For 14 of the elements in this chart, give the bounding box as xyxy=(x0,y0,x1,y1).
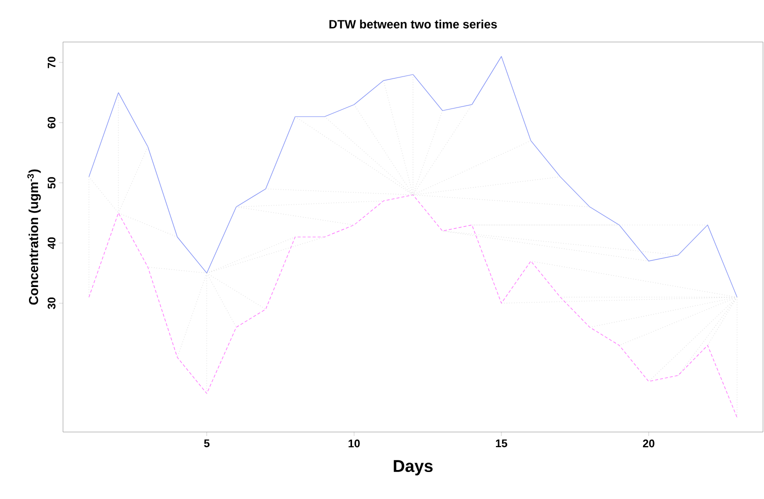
y-axis-title: Concentration (ugm$^{-3}$) xyxy=(27,169,41,305)
line-series xyxy=(88,194,738,418)
y-tick-label: 70 xyxy=(48,56,56,68)
y-tick-label: 60 xyxy=(48,116,56,128)
y-tick-label: 30 xyxy=(48,298,56,310)
x-tick-label: 15 xyxy=(496,440,508,448)
x-tick-label: 20 xyxy=(642,440,654,448)
x-tick-label: 10 xyxy=(348,440,360,448)
x-tick-label: 5 xyxy=(204,440,210,448)
y-tick-label: 50 xyxy=(48,177,56,189)
chart-title: DTW between two time series xyxy=(329,20,497,28)
y-tick-label: 40 xyxy=(48,237,56,249)
line-series xyxy=(88,56,738,298)
x-axis-title: Days xyxy=(394,460,433,476)
